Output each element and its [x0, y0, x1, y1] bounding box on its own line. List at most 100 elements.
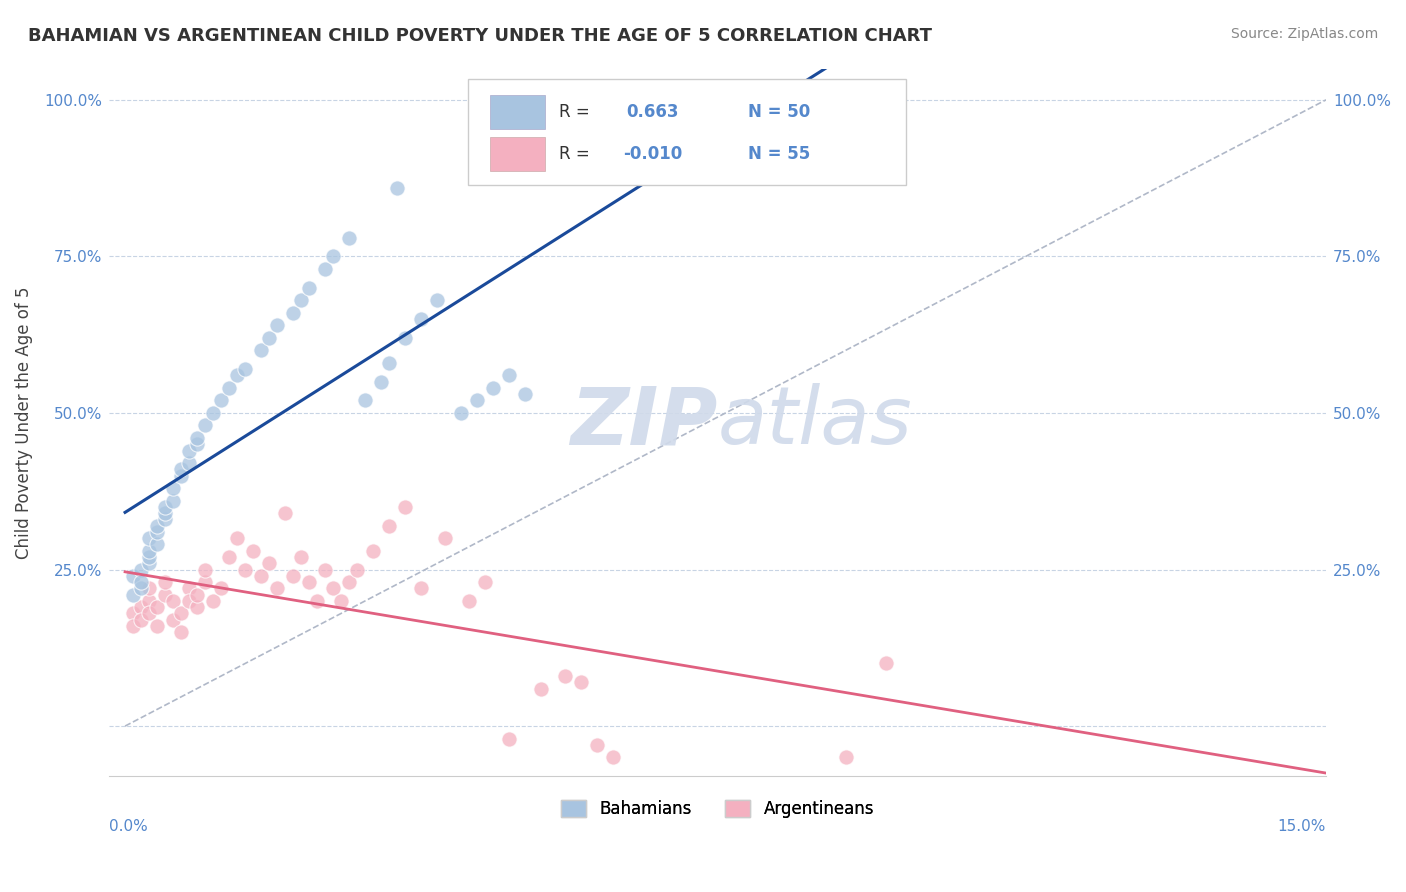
- Point: [218, 381, 240, 395]
- Point: [146, 524, 169, 539]
- Point: [138, 531, 160, 545]
- Point: [153, 588, 176, 602]
- Point: [138, 556, 160, 570]
- Text: N = 55: N = 55: [748, 145, 810, 163]
- Point: [378, 356, 401, 370]
- Point: [411, 582, 433, 596]
- Point: [186, 588, 208, 602]
- Point: [209, 582, 232, 596]
- Point: [122, 607, 145, 621]
- Point: [290, 293, 312, 308]
- Point: [394, 500, 416, 514]
- Point: [290, 549, 312, 564]
- Y-axis label: Child Poverty Under the Age of 5: Child Poverty Under the Age of 5: [15, 286, 32, 558]
- Point: [298, 575, 321, 590]
- Point: [337, 230, 360, 244]
- Point: [209, 393, 232, 408]
- Point: [322, 249, 344, 263]
- Point: [170, 607, 193, 621]
- Point: [186, 431, 208, 445]
- Point: [179, 594, 201, 608]
- Point: [361, 543, 384, 558]
- Point: [307, 594, 329, 608]
- Point: [283, 569, 305, 583]
- Point: [378, 518, 401, 533]
- Point: [426, 293, 449, 308]
- Point: [129, 613, 152, 627]
- Text: atlas: atlas: [717, 384, 912, 461]
- Point: [186, 437, 208, 451]
- Text: 0.663: 0.663: [626, 103, 679, 121]
- Point: [170, 462, 193, 476]
- Point: [233, 562, 256, 576]
- Point: [194, 575, 217, 590]
- Point: [250, 343, 273, 358]
- Point: [875, 657, 897, 671]
- Point: [602, 750, 624, 764]
- Point: [482, 381, 505, 395]
- Text: 15.0%: 15.0%: [1278, 819, 1326, 834]
- Point: [394, 331, 416, 345]
- Point: [153, 575, 176, 590]
- Point: [138, 582, 160, 596]
- Point: [250, 569, 273, 583]
- Point: [354, 393, 377, 408]
- Point: [122, 588, 145, 602]
- Point: [450, 406, 472, 420]
- Point: [129, 582, 152, 596]
- Point: [146, 619, 169, 633]
- Text: ZIP: ZIP: [571, 384, 717, 461]
- Text: -0.010: -0.010: [623, 145, 682, 163]
- Point: [153, 500, 176, 514]
- Point: [554, 669, 576, 683]
- Point: [274, 506, 297, 520]
- Point: [370, 375, 392, 389]
- Text: BAHAMIAN VS ARGENTINEAN CHILD POVERTY UNDER THE AGE OF 5 CORRELATION CHART: BAHAMIAN VS ARGENTINEAN CHILD POVERTY UN…: [28, 27, 932, 45]
- Point: [138, 594, 160, 608]
- Point: [314, 261, 336, 276]
- Point: [179, 582, 201, 596]
- Legend: Bahamians, Argentineans: Bahamians, Argentineans: [554, 793, 880, 824]
- Point: [138, 549, 160, 564]
- Point: [515, 387, 537, 401]
- Point: [257, 556, 280, 570]
- Point: [162, 493, 184, 508]
- Point: [474, 575, 496, 590]
- Text: 0.0%: 0.0%: [110, 819, 148, 834]
- Point: [266, 318, 288, 333]
- Bar: [489, 95, 544, 129]
- Point: [179, 456, 201, 470]
- Point: [170, 625, 193, 640]
- Point: [387, 180, 409, 194]
- Point: [162, 481, 184, 495]
- Point: [138, 607, 160, 621]
- Point: [162, 613, 184, 627]
- Text: Source: ZipAtlas.com: Source: ZipAtlas.com: [1230, 27, 1378, 41]
- Point: [179, 443, 201, 458]
- Point: [467, 393, 489, 408]
- Point: [266, 582, 288, 596]
- Point: [153, 512, 176, 526]
- Point: [257, 331, 280, 345]
- Point: [337, 575, 360, 590]
- Point: [146, 518, 169, 533]
- Point: [129, 562, 152, 576]
- Bar: [489, 137, 544, 171]
- Point: [129, 575, 152, 590]
- Point: [153, 506, 176, 520]
- Point: [498, 368, 520, 383]
- Point: [834, 750, 856, 764]
- Point: [571, 675, 593, 690]
- Point: [322, 582, 344, 596]
- Point: [434, 531, 457, 545]
- Point: [586, 738, 609, 752]
- Point: [226, 531, 249, 545]
- Point: [122, 569, 145, 583]
- Point: [218, 549, 240, 564]
- Text: N = 50: N = 50: [748, 103, 810, 121]
- Point: [202, 594, 225, 608]
- Point: [202, 406, 225, 420]
- Point: [194, 418, 217, 433]
- Point: [314, 562, 336, 576]
- Point: [242, 543, 264, 558]
